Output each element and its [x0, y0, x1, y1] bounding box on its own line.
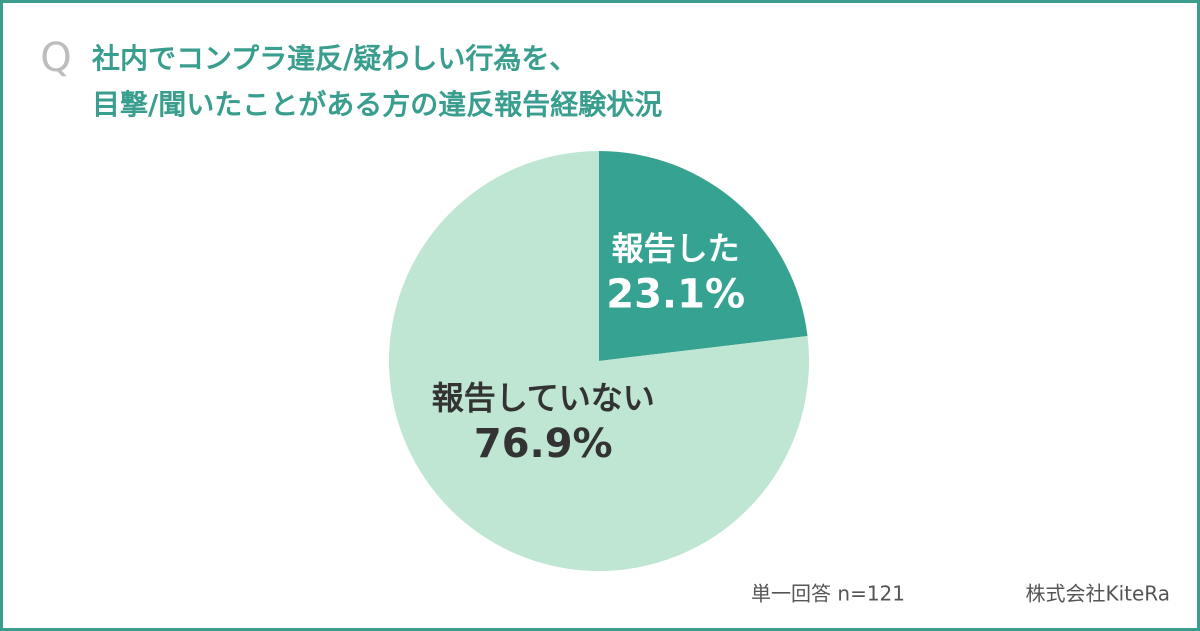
title-line: 目撃/聞いたことがある方の違反報告経験状況 [92, 88, 662, 121]
pie-slice [389, 151, 810, 571]
pie: 報告した 23.1% 報告していない 76.9% [389, 151, 810, 571]
pie-slice [599, 151, 808, 361]
source: 株式会社KiteRa [1025, 582, 1170, 606]
title-line: 社内でコンプラ違反/疑わしい行為を、 [92, 42, 577, 75]
slice-value-label: 76.9% [474, 421, 613, 467]
note: 単一回答 n=121 [751, 582, 905, 606]
question-mark: Q [40, 35, 71, 81]
slice-label: 報告した [612, 230, 740, 268]
slice-label: 報告していない [432, 379, 655, 417]
slice-value-label: 23.1% [606, 272, 745, 318]
